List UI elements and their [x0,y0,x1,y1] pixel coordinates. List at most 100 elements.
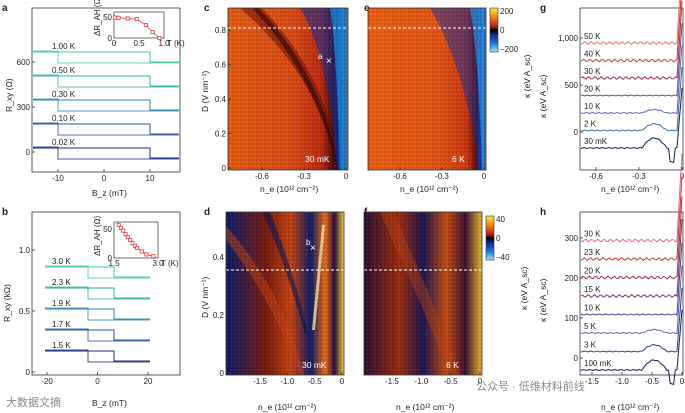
panel-g: κ (eV A_sc) n_e (10¹² cm⁻²) -0.6 -0.3 0 05… [538,0,685,194]
panel-a-inset-point [134,17,139,22]
panel-e-noise [368,8,486,170]
panel-f: 6 K n_e (10¹² cm⁻²) -1.5 -1.0 -0.5 0 40 0 −… [363,211,529,412]
panel-b-inset-point [118,225,123,230]
panel-a-trace-label: 1.00 K [52,42,76,51]
panel-h-trace-label: 20 K [584,267,601,276]
panel-c-y-tick-label: 0 [222,164,227,173]
panel-f-x-tick-label: -1.0 [414,377,428,386]
panel-h-x-tick-label: -0.5 [645,377,659,386]
panel-a-y-tick-label: 0 [26,148,31,157]
panel-d-x-tick-label: -1.5 [253,377,267,386]
panel-a-trace [33,50,179,64]
panel-b-trace [45,308,150,320]
panel-b-inset-point [151,254,156,259]
panel-h: κ (eV A_sc) n_e (10¹² cm⁻²) -1.5 -1.0 -0.5… [538,153,685,412]
watermark-left: 大数据文摘 [6,395,61,409]
panel-a-inset-point [143,22,148,27]
panel-c-y-tick-label: 0.4 [215,95,227,104]
panel-d-noise [226,212,344,375]
panel-b-trace-label: 1.7 K [52,320,71,329]
panel-b-y-tick-label: 1.0 [19,246,31,255]
panel-a-trace [33,51,179,63]
panel-h-x-tick-label: -1.0 [615,377,629,386]
panel-b-trace-label: 1.9 K [52,299,71,308]
panel-d-ylabel: D (V nm⁻¹) [200,277,210,318]
panel-b-inset-point [135,245,140,250]
panel-a-frame [31,7,181,173]
panel-f-x-tick-label: -1.5 [385,377,399,386]
panel-h-trace [580,287,683,353]
panel-f-x-tick-label: 0 [478,377,483,386]
panel-h-trace-label: 3 K [584,341,597,350]
panel-a-inset-ylabel: ΔR_AH (Ω) [93,0,102,36]
panel-a-trace [33,98,179,112]
panel-a-trace-label: 0.02 K [52,138,76,147]
panel-f-colorbar-tick: −40 [496,253,510,262]
panel-h-trace-label: 10 K [584,304,601,313]
panel-g-trace-label: 40 K [584,50,601,59]
panel-e: 6 K n_e (10¹² cm⁻²) -0.6 -0.3 0 200 0 −200… [367,7,532,194]
panel-b-trace [45,329,150,341]
panel-a-ylabel: R_xy (Ω) [4,78,14,112]
panel-h-trace-label: 30 K [584,230,601,239]
panel-h-trace [580,218,683,298]
panel-b-trace [45,287,150,299]
panel-c-x-tick-label: -0.6 [255,172,269,181]
panel-a-inset-xtick: 0.5 [133,39,145,48]
panel-g-trace [580,87,683,164]
panel-g-trace-label: 30 K [584,67,601,76]
panel-h-trace-label: 15 K [584,285,601,294]
panel-a-x-tick-label: 10 [146,174,155,183]
panel-letter-d: d [204,207,210,218]
panel-a-trace [33,122,179,136]
panel-b-y-tick-label: 0.5 [19,307,31,316]
panel-h-y-tick-label: 300 [565,234,579,243]
panel-d-frame [225,211,345,376]
panel-g-trace-label: 50 K [584,32,601,41]
panel-a-trace-label: 0.10 K [52,114,76,123]
panel-b-trace [45,350,150,362]
panel-e-colorbar-tick: 200 [500,7,514,16]
panel-b-trace [45,265,150,279]
watermark-right: 公众号 · 低维材料前线 [476,379,585,393]
panel-a-inset-ytick: 0 [108,34,113,43]
panel-f-colorbar-tick: 0 [496,234,501,243]
panel-d: × b 30 mK D (V nm⁻¹) n_e (10¹² cm⁻²) -1.… [200,211,345,412]
panel-h-y-tick-label: 100 [565,314,579,323]
panel-b-ylabel: R_xy (kΩ) [2,284,12,322]
panel-c-frame [227,7,349,171]
panel-b-x-tick-label: 20 [144,377,153,386]
panel-a-trace [33,99,179,111]
panel-letter-c: c [204,3,210,14]
panel-d-marker-label: b [306,238,311,247]
panel-a-inset-point [112,15,117,20]
panel-c-xlabel: n_e (10¹² cm⁻²) [260,184,318,194]
panel-f-xlabel: n_e (10¹² cm⁻²) [396,402,454,412]
panel-g-trace-label: 30 mK [584,137,608,146]
panel-h-trace [580,153,683,243]
panel-d-y-tick-label: 0 [220,369,225,378]
panel-c: × a 30 mK D (V nm⁻¹) n_e (10¹² cm⁻²) -0.… [200,7,349,194]
panel-f-noise [364,212,482,375]
panel-b-trace-label: 2.3 K [52,278,71,287]
panel-a-inset-xtick: 1.0 [158,39,170,48]
panel-b-trace [45,349,150,363]
panel-h-trace [580,265,683,335]
panel-a-trace [33,75,179,87]
panel-a-trace [33,147,179,159]
panel-d-x-tick-label: -1.0 [280,377,294,386]
panel-g-trace [580,0,683,80]
panel-letter-b: b [2,207,8,218]
panel-b-inset-point [139,249,144,254]
panel-letter-e: e [364,3,370,14]
panel-h-trace-label: 100 mK [584,359,612,368]
panel-e-frame [367,7,487,171]
panel-e-temp-label: 6 K [452,154,465,164]
panel-g-x-tick-label: -0.6 [589,172,603,181]
panel-b-inset-ytick: 50 [103,225,112,234]
panel-g-trace [580,66,683,132]
panel-f-frame [363,211,483,376]
panel-g-trace [580,45,683,115]
panel-d-y-tick-label: 0.4 [213,253,225,262]
panel-b-inset-point [128,237,133,242]
